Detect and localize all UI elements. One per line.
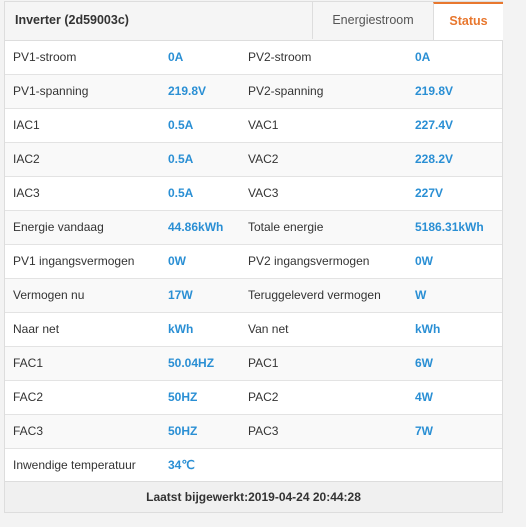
row-value: 44.86kWh <box>168 220 224 234</box>
row-value: 17W <box>168 288 193 302</box>
row-label: PAC3 <box>248 424 279 438</box>
inverter-status-panel: Inverter (2d59003c) Energiestroom Status… <box>4 1 503 513</box>
row-value: 6W <box>415 356 433 370</box>
row-value: 50HZ <box>168 390 198 404</box>
row-value: 219.8V <box>415 84 454 98</box>
row-label: VAC3 <box>248 186 279 200</box>
row-value: 0.5A <box>168 118 194 132</box>
table-row: FAC3 50HZ PAC3 7W <box>5 415 502 449</box>
row-label: PV1-stroom <box>13 50 77 64</box>
row-value: 50.04HZ <box>168 356 215 370</box>
row-label: PV1-spanning <box>13 84 89 98</box>
table-row: Vermogen nu 17W Teruggeleverd vermogen W <box>5 279 502 313</box>
row-value: 50HZ <box>168 424 198 438</box>
row-label: IAC3 <box>13 186 40 200</box>
row-value: 0.5A <box>168 186 194 200</box>
table-row: IAC2 0.5A VAC2 228.2V <box>5 143 502 177</box>
row-label: FAC1 <box>13 356 44 370</box>
row-value: 219.8V <box>168 84 207 98</box>
row-value: 5186.31kWh <box>415 220 484 234</box>
row-value: 0W <box>168 254 186 268</box>
row-value: 227.4V <box>415 118 454 132</box>
row-label: PV2-spanning <box>248 84 324 98</box>
row-value: kWh <box>415 322 441 336</box>
row-label: Inwendige temperatuur <box>13 458 136 472</box>
tab-energiestroom[interactable]: Energiestroom <box>312 2 433 39</box>
row-label: PAC1 <box>248 356 279 370</box>
row-label: Energie vandaag <box>13 220 104 234</box>
row-label: PV1 ingangsvermogen <box>13 254 135 268</box>
row-value: 227V <box>415 186 444 200</box>
row-value: 228.2V <box>415 152 454 166</box>
table-row: PV1-stroom 0A PV2-stroom 0A <box>5 41 502 75</box>
row-value: 34℃ <box>168 458 195 472</box>
row-label: IAC1 <box>13 118 40 132</box>
row-value: 4W <box>415 390 433 404</box>
row-value: 0W <box>415 254 433 268</box>
table-row: FAC2 50HZ PAC2 4W <box>5 381 502 415</box>
table-row: Energie vandaag 44.86kWh Totale energie … <box>5 211 502 245</box>
row-label: IAC2 <box>13 152 40 166</box>
row-label: Teruggeleverd vermogen <box>248 288 381 302</box>
table-row: Naar net kWh Van net kWh <box>5 313 502 347</box>
row-label: VAC1 <box>248 118 279 132</box>
table-row: Inwendige temperatuur 34℃ <box>5 449 502 483</box>
row-value: 7W <box>415 424 433 438</box>
row-label: Totale energie <box>248 220 324 234</box>
row-label: Vermogen nu <box>13 288 85 302</box>
row-label: FAC2 <box>13 390 44 404</box>
row-label: PAC2 <box>248 390 279 404</box>
status-table: PV1-stroom 0A PV2-stroom 0A PV1-spanning… <box>5 41 502 483</box>
row-value: 0A <box>168 50 184 64</box>
table-row: PV1 ingangsvermogen 0W PV2 ingangsvermog… <box>5 245 502 279</box>
last-updated-footer: Laatst bijgewerkt:2019-04-24 20:44:28 <box>5 481 502 512</box>
row-label: FAC3 <box>13 424 44 438</box>
row-label: VAC2 <box>248 152 279 166</box>
row-value: W <box>415 288 427 302</box>
tab-status[interactable]: Status <box>433 2 503 40</box>
row-value: kWh <box>168 322 194 336</box>
table-row: FAC1 50.04HZ PAC1 6W <box>5 347 502 381</box>
inverter-title: Inverter (2d59003c) <box>15 13 129 27</box>
panel-header: Inverter (2d59003c) Energiestroom Status <box>5 2 503 41</box>
row-label: Van net <box>248 322 289 336</box>
row-label: PV2-stroom <box>248 50 312 64</box>
row-label: Naar net <box>13 322 60 336</box>
table-row: IAC3 0.5A VAC3 227V <box>5 177 502 211</box>
table-row: IAC1 0.5A VAC1 227.4V <box>5 109 502 143</box>
row-value: 0.5A <box>168 152 194 166</box>
row-label: PV2 ingangsvermogen <box>248 254 370 268</box>
table-row: PV1-spanning 219.8V PV2-spanning 219.8V <box>5 75 502 109</box>
row-value: 0A <box>415 50 431 64</box>
